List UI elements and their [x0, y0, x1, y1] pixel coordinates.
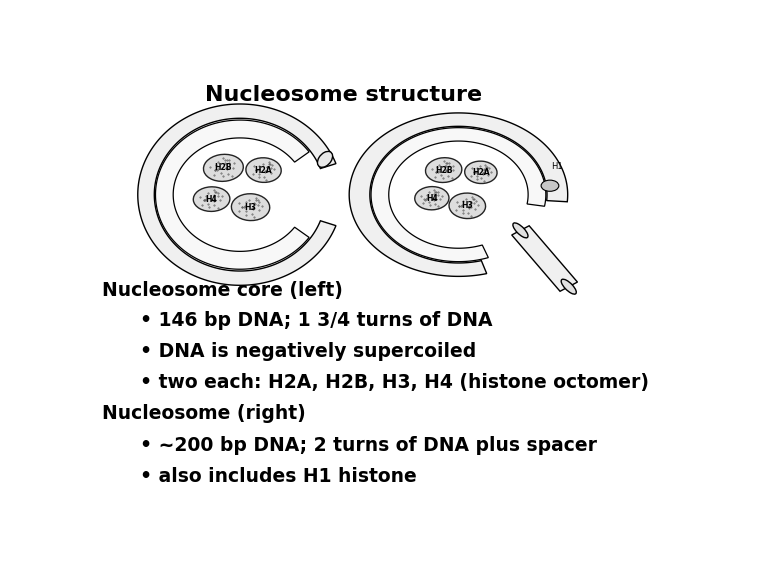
Ellipse shape — [194, 187, 230, 211]
Ellipse shape — [415, 187, 449, 210]
Text: • two each: H2A, H2B, H3, H4 (histone octomer): • two each: H2A, H2B, H3, H4 (histone oc… — [139, 373, 648, 392]
Ellipse shape — [232, 194, 270, 220]
Ellipse shape — [513, 223, 528, 238]
Text: Nucleosome core (left): Nucleosome core (left) — [102, 281, 343, 300]
Polygon shape — [138, 104, 336, 285]
Text: H3: H3 — [462, 201, 473, 211]
Text: Nucleosome (right): Nucleosome (right) — [102, 404, 306, 423]
Ellipse shape — [203, 154, 243, 182]
Text: • ~200 bp DNA; 2 turns of DNA plus spacer: • ~200 bp DNA; 2 turns of DNA plus space… — [139, 436, 597, 455]
Text: Nucleosome structure: Nucleosome structure — [205, 85, 482, 105]
Text: H2B: H2B — [435, 165, 453, 175]
Ellipse shape — [425, 158, 462, 183]
Text: H2B: H2B — [215, 164, 232, 172]
Text: • 146 bp DNA; 1 3/4 turns of DNA: • 146 bp DNA; 1 3/4 turns of DNA — [139, 310, 492, 329]
Text: H3: H3 — [245, 202, 257, 212]
Text: • DNA is negatively supercoiled: • DNA is negatively supercoiled — [139, 342, 475, 361]
Text: H4: H4 — [206, 195, 217, 204]
Ellipse shape — [465, 161, 497, 183]
Ellipse shape — [318, 151, 332, 167]
Polygon shape — [349, 113, 568, 277]
Text: H2A: H2A — [255, 165, 272, 175]
Text: H1: H1 — [551, 162, 563, 172]
Ellipse shape — [449, 193, 485, 219]
Polygon shape — [371, 128, 546, 262]
Polygon shape — [512, 226, 578, 291]
Text: • also includes H1 histone: • also includes H1 histone — [139, 467, 416, 486]
Ellipse shape — [541, 180, 559, 191]
Polygon shape — [155, 120, 309, 269]
Ellipse shape — [246, 158, 281, 182]
Text: H2A: H2A — [472, 168, 490, 177]
Ellipse shape — [561, 279, 576, 294]
Text: H4: H4 — [426, 194, 437, 203]
